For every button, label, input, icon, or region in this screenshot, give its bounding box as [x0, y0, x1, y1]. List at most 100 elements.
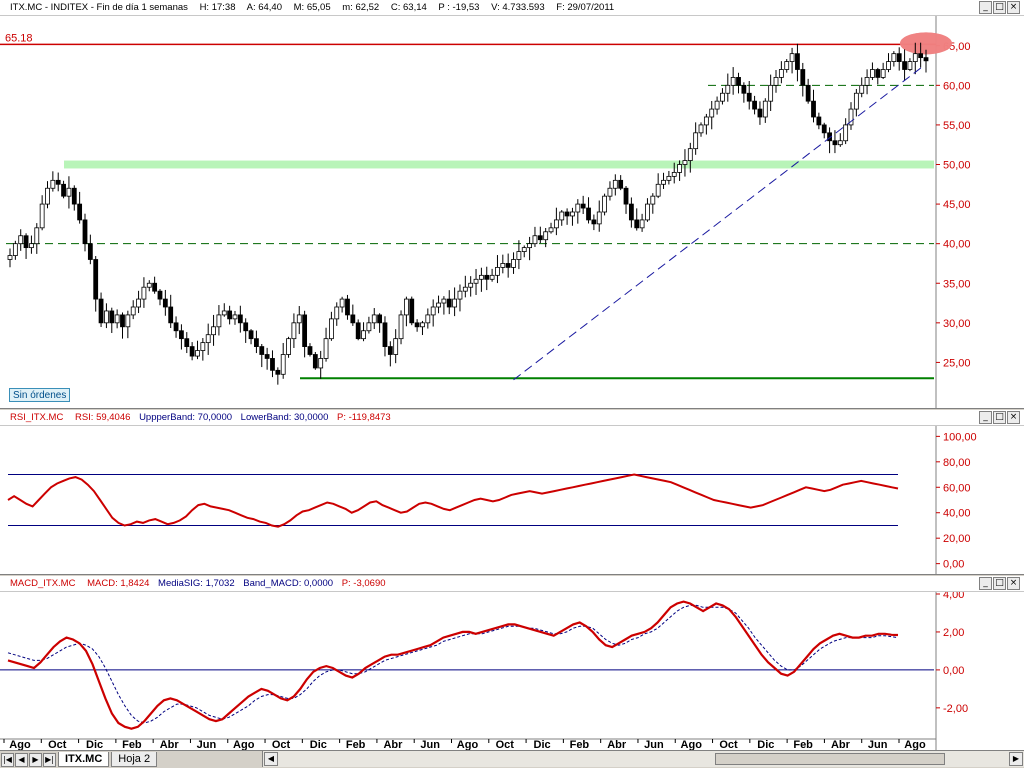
macd-chart[interactable]: 4,00 2,00 0,00 -2,00 Ago Oct Dic Feb Abr Jun Ago Oc…: [0, 592, 1024, 750]
candle-body: [420, 322, 425, 328]
x-tick-label: Ago: [904, 739, 926, 750]
candle-body: [34, 227, 40, 245]
candle-body: [682, 160, 688, 165]
candle-body: [184, 338, 190, 347]
candles: [7, 42, 929, 385]
main-panel-header: ITX.MC - INDITEX - Fin de día 1 semanas …: [0, 0, 1024, 16]
candle-body: [232, 314, 238, 320]
candle-body: [634, 219, 640, 229]
candle-body: [553, 219, 559, 229]
horizontal-scrollbar[interactable]: ◀ ▶: [262, 751, 1024, 767]
candle-body: [312, 354, 318, 369]
price-tick-label: 60,00: [943, 80, 971, 92]
candle-body: [50, 179, 56, 189]
candle-body: [918, 53, 924, 59]
candle-body: [18, 235, 24, 245]
macd-restore-button[interactable]: □: [993, 577, 1006, 590]
rsi-minimize-button[interactable]: _: [979, 411, 992, 424]
macd-tick-label: 4,00: [943, 592, 964, 601]
candle-body: [77, 203, 83, 221]
candle-body: [650, 195, 656, 205]
candle-body: [805, 84, 811, 102]
candle-body: [746, 92, 752, 102]
candle-body: [778, 69, 784, 78]
x-tick-label: Feb: [122, 739, 142, 750]
macd-title: MACD_ITX.MC: [10, 578, 76, 589]
candle-body: [762, 100, 768, 118]
candle-body: [468, 282, 474, 288]
candle-body: [768, 84, 774, 102]
rsi-chart[interactable]: 100,00 80,00 60,00 40,00 20,00 0,00: [0, 426, 1024, 574]
candle-body: [393, 338, 399, 355]
scroll-left-icon[interactable]: ◀: [264, 752, 278, 766]
price-tick-label: 30,00: [943, 318, 971, 330]
candle-body: [409, 298, 415, 324]
candle-body: [280, 354, 286, 375]
next-sheet-button[interactable]: ▶: [29, 752, 42, 767]
candle-body: [93, 259, 99, 300]
panel-splitter[interactable]: [0, 408, 1024, 410]
candle-body: [61, 183, 66, 197]
price-tick-label: 25,00: [943, 357, 971, 369]
rsi-tick-label: 80,00: [943, 457, 971, 469]
close-button[interactable]: ×: [1007, 1, 1020, 14]
candle-body: [98, 298, 104, 324]
candle-body: [891, 53, 897, 62]
rsi-close-button[interactable]: ×: [1007, 411, 1020, 424]
tab-hoja2[interactable]: Hoja 2: [111, 752, 158, 767]
candle-body: [39, 203, 45, 229]
candle-body: [607, 187, 613, 197]
symbol-title: ITX.MC - INDITEX - Fin de día 1 semanas: [10, 2, 188, 13]
macd-close-button[interactable]: ×: [1007, 577, 1020, 590]
rsi-tick-label: 100,00: [943, 431, 977, 443]
orders-status-badge[interactable]: Sin órdenes: [9, 388, 71, 402]
x-tick-label: Feb: [346, 739, 366, 750]
x-tick-label: Ago: [9, 739, 31, 750]
candle-body: [136, 298, 141, 308]
quote-open: A: 64,40: [246, 2, 282, 13]
scroll-right-icon[interactable]: ▶: [1009, 752, 1023, 766]
candle-body: [661, 179, 666, 185]
rsi-tick-label: 60,00: [943, 482, 971, 494]
candle-body: [189, 346, 195, 357]
candle-body: [736, 77, 741, 86]
rsi-restore-button[interactable]: □: [993, 411, 1006, 424]
tab-itx[interactable]: ITX.MC: [58, 752, 110, 767]
candle-body: [902, 61, 907, 70]
rsi-value: RSI: 59,4046: [74, 412, 131, 423]
minimize-button[interactable]: _: [979, 1, 992, 14]
candle-body: [757, 108, 763, 118]
panel-splitter-2[interactable]: [0, 574, 1024, 576]
macd-signal: MediaSIG: 1,7032: [158, 578, 235, 589]
candle-body: [548, 227, 554, 233]
x-tick-label: Abr: [831, 739, 851, 750]
candle-body: [254, 338, 259, 347]
rsi-upper: UppperBand: 70,0000: [139, 412, 233, 423]
candle-body: [162, 298, 168, 308]
candle-body: [114, 314, 120, 324]
candle-body: [55, 179, 61, 185]
candle-body: [484, 274, 490, 280]
candle-body: [618, 179, 624, 189]
candle-body: [200, 342, 206, 351]
candle-body: [7, 255, 13, 260]
price-chart[interactable]: 65,0060,0055,0050,0045,0040,0035,0030,00…: [0, 16, 1024, 408]
prev-sheet-button[interactable]: ◀: [15, 752, 28, 767]
candle-body: [259, 346, 265, 355]
candle-body: [221, 310, 227, 316]
candle-body: [264, 354, 270, 359]
macd-tick-label: 2,00: [943, 627, 964, 639]
candle-body: [195, 350, 200, 357]
quote-high: M: 65,05: [293, 2, 331, 13]
candle-body: [687, 148, 693, 161]
restore-button[interactable]: □: [993, 1, 1006, 14]
first-sheet-button[interactable]: |◀: [1, 752, 14, 767]
candle-body: [489, 274, 495, 280]
candle-body: [350, 314, 356, 324]
scroll-thumb[interactable]: [715, 753, 945, 765]
candle-body: [886, 61, 891, 70]
candle-body: [157, 290, 163, 300]
macd-minimize-button[interactable]: _: [979, 577, 992, 590]
candle-body: [666, 175, 672, 181]
last-sheet-button[interactable]: ▶|: [43, 752, 56, 767]
